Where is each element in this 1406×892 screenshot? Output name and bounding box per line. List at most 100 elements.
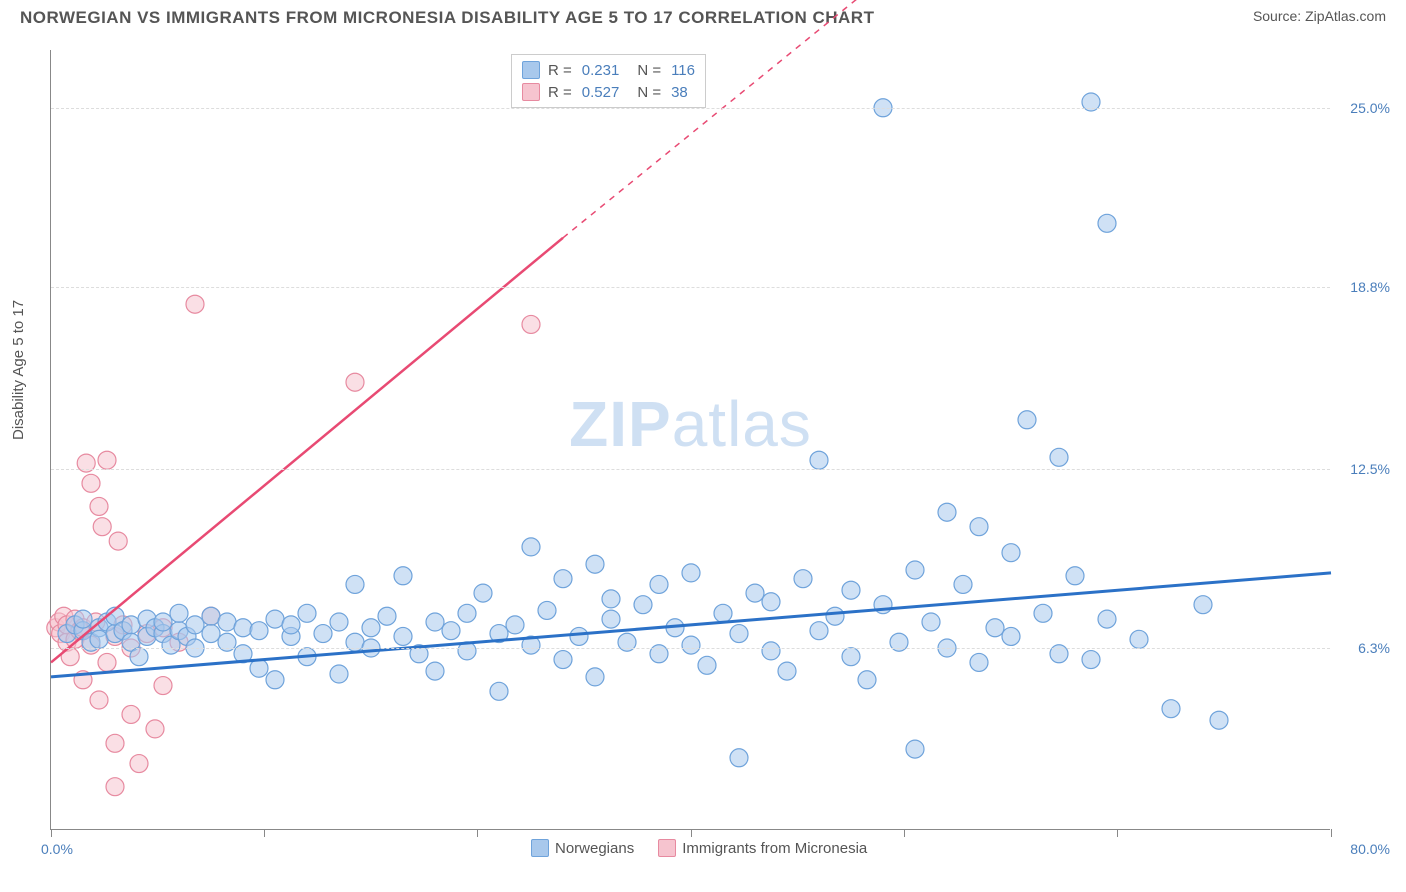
x-axis-min-label: 0.0% xyxy=(41,841,73,857)
point-norwegians xyxy=(602,590,620,608)
point-norwegians xyxy=(1050,448,1068,466)
point-norwegians xyxy=(970,653,988,671)
point-norwegians xyxy=(1098,610,1116,628)
point-norwegians xyxy=(346,575,364,593)
point-norwegians xyxy=(762,593,780,611)
point-norwegians xyxy=(266,671,284,689)
gridline xyxy=(51,469,1330,470)
point-micronesia xyxy=(109,532,127,550)
point-norwegians xyxy=(746,584,764,602)
point-norwegians xyxy=(682,636,700,654)
point-norwegians xyxy=(330,665,348,683)
point-micronesia xyxy=(186,295,204,313)
gridline xyxy=(51,287,1330,288)
point-norwegians xyxy=(714,604,732,622)
point-norwegians xyxy=(1002,544,1020,562)
chart-title: NORWEGIAN VS IMMIGRANTS FROM MICRONESIA … xyxy=(20,8,874,28)
point-norwegians xyxy=(570,627,588,645)
point-micronesia xyxy=(82,474,100,492)
x-tick xyxy=(691,829,692,837)
y-tick-label: 12.5% xyxy=(1350,461,1390,477)
point-norwegians xyxy=(506,616,524,634)
point-norwegians xyxy=(554,570,572,588)
x-axis-max-label: 80.0% xyxy=(1350,841,1390,857)
point-micronesia xyxy=(106,778,124,796)
legend-item-norwegians: Norwegians xyxy=(531,839,634,857)
plot-area: ZIPatlas R =0.231 N =116 R =0.527 N =38 … xyxy=(50,50,1330,830)
point-micronesia xyxy=(90,691,108,709)
swatch-norwegians-bottom xyxy=(531,839,549,857)
y-axis-label: Disability Age 5 to 17 xyxy=(10,300,27,440)
point-norwegians xyxy=(922,613,940,631)
point-norwegians xyxy=(1130,630,1148,648)
point-norwegians xyxy=(634,596,652,614)
point-norwegians xyxy=(586,555,604,573)
point-norwegians xyxy=(794,570,812,588)
point-micronesia xyxy=(146,720,164,738)
y-tick-label: 18.8% xyxy=(1350,279,1390,295)
point-norwegians xyxy=(810,622,828,640)
point-micronesia xyxy=(522,315,540,333)
point-norwegians xyxy=(554,651,572,669)
point-norwegians xyxy=(170,604,188,622)
point-norwegians xyxy=(938,503,956,521)
swatch-micronesia xyxy=(522,83,540,101)
point-norwegians xyxy=(202,625,220,643)
point-micronesia xyxy=(130,755,148,773)
point-norwegians xyxy=(842,581,860,599)
point-norwegians xyxy=(154,613,172,631)
x-tick xyxy=(264,829,265,837)
legend-row-micronesia: R =0.527 N =38 xyxy=(522,81,695,103)
source-credit: Source: ZipAtlas.com xyxy=(1253,8,1386,24)
point-norwegians xyxy=(986,619,1004,637)
point-norwegians xyxy=(394,567,412,585)
point-norwegians xyxy=(266,610,284,628)
legend-row-norwegians: R =0.231 N =116 xyxy=(522,59,695,81)
point-norwegians xyxy=(442,622,460,640)
trendline-micronesia-extrapolated xyxy=(563,0,883,238)
x-tick xyxy=(1117,829,1118,837)
point-micronesia xyxy=(154,677,172,695)
point-micronesia xyxy=(122,705,140,723)
point-norwegians xyxy=(330,613,348,631)
point-norwegians xyxy=(74,610,92,628)
gridline xyxy=(51,648,1330,649)
point-norwegians xyxy=(538,601,556,619)
point-norwegians xyxy=(282,616,300,634)
point-norwegians xyxy=(1082,651,1100,669)
point-micronesia xyxy=(90,497,108,515)
point-norwegians xyxy=(1194,596,1212,614)
point-norwegians xyxy=(826,607,844,625)
point-norwegians xyxy=(602,610,620,628)
y-tick-label: 25.0% xyxy=(1350,100,1390,116)
point-norwegians xyxy=(970,518,988,536)
point-norwegians xyxy=(394,627,412,645)
y-tick-label: 6.3% xyxy=(1358,640,1390,656)
point-norwegians xyxy=(122,616,140,634)
point-norwegians xyxy=(298,604,316,622)
point-norwegians xyxy=(218,613,236,631)
point-norwegians xyxy=(1098,214,1116,232)
point-norwegians xyxy=(202,607,220,625)
point-norwegians xyxy=(1018,411,1036,429)
point-norwegians xyxy=(1162,700,1180,718)
point-norwegians xyxy=(474,584,492,602)
point-norwegians xyxy=(842,648,860,666)
point-norwegians xyxy=(426,662,444,680)
point-norwegians xyxy=(186,616,204,634)
swatch-micronesia-bottom xyxy=(658,839,676,857)
point-norwegians xyxy=(682,564,700,582)
point-norwegians xyxy=(650,575,668,593)
point-norwegians xyxy=(954,575,972,593)
x-tick xyxy=(904,829,905,837)
point-norwegians xyxy=(730,625,748,643)
point-norwegians xyxy=(762,642,780,660)
point-norwegians xyxy=(250,622,268,640)
point-micronesia xyxy=(98,451,116,469)
series-legend: Norwegians Immigrants from Micronesia xyxy=(531,839,867,857)
point-norwegians xyxy=(234,619,252,637)
scatter-svg xyxy=(51,50,1330,829)
point-norwegians xyxy=(522,538,540,556)
x-tick xyxy=(477,829,478,837)
point-norwegians xyxy=(490,682,508,700)
